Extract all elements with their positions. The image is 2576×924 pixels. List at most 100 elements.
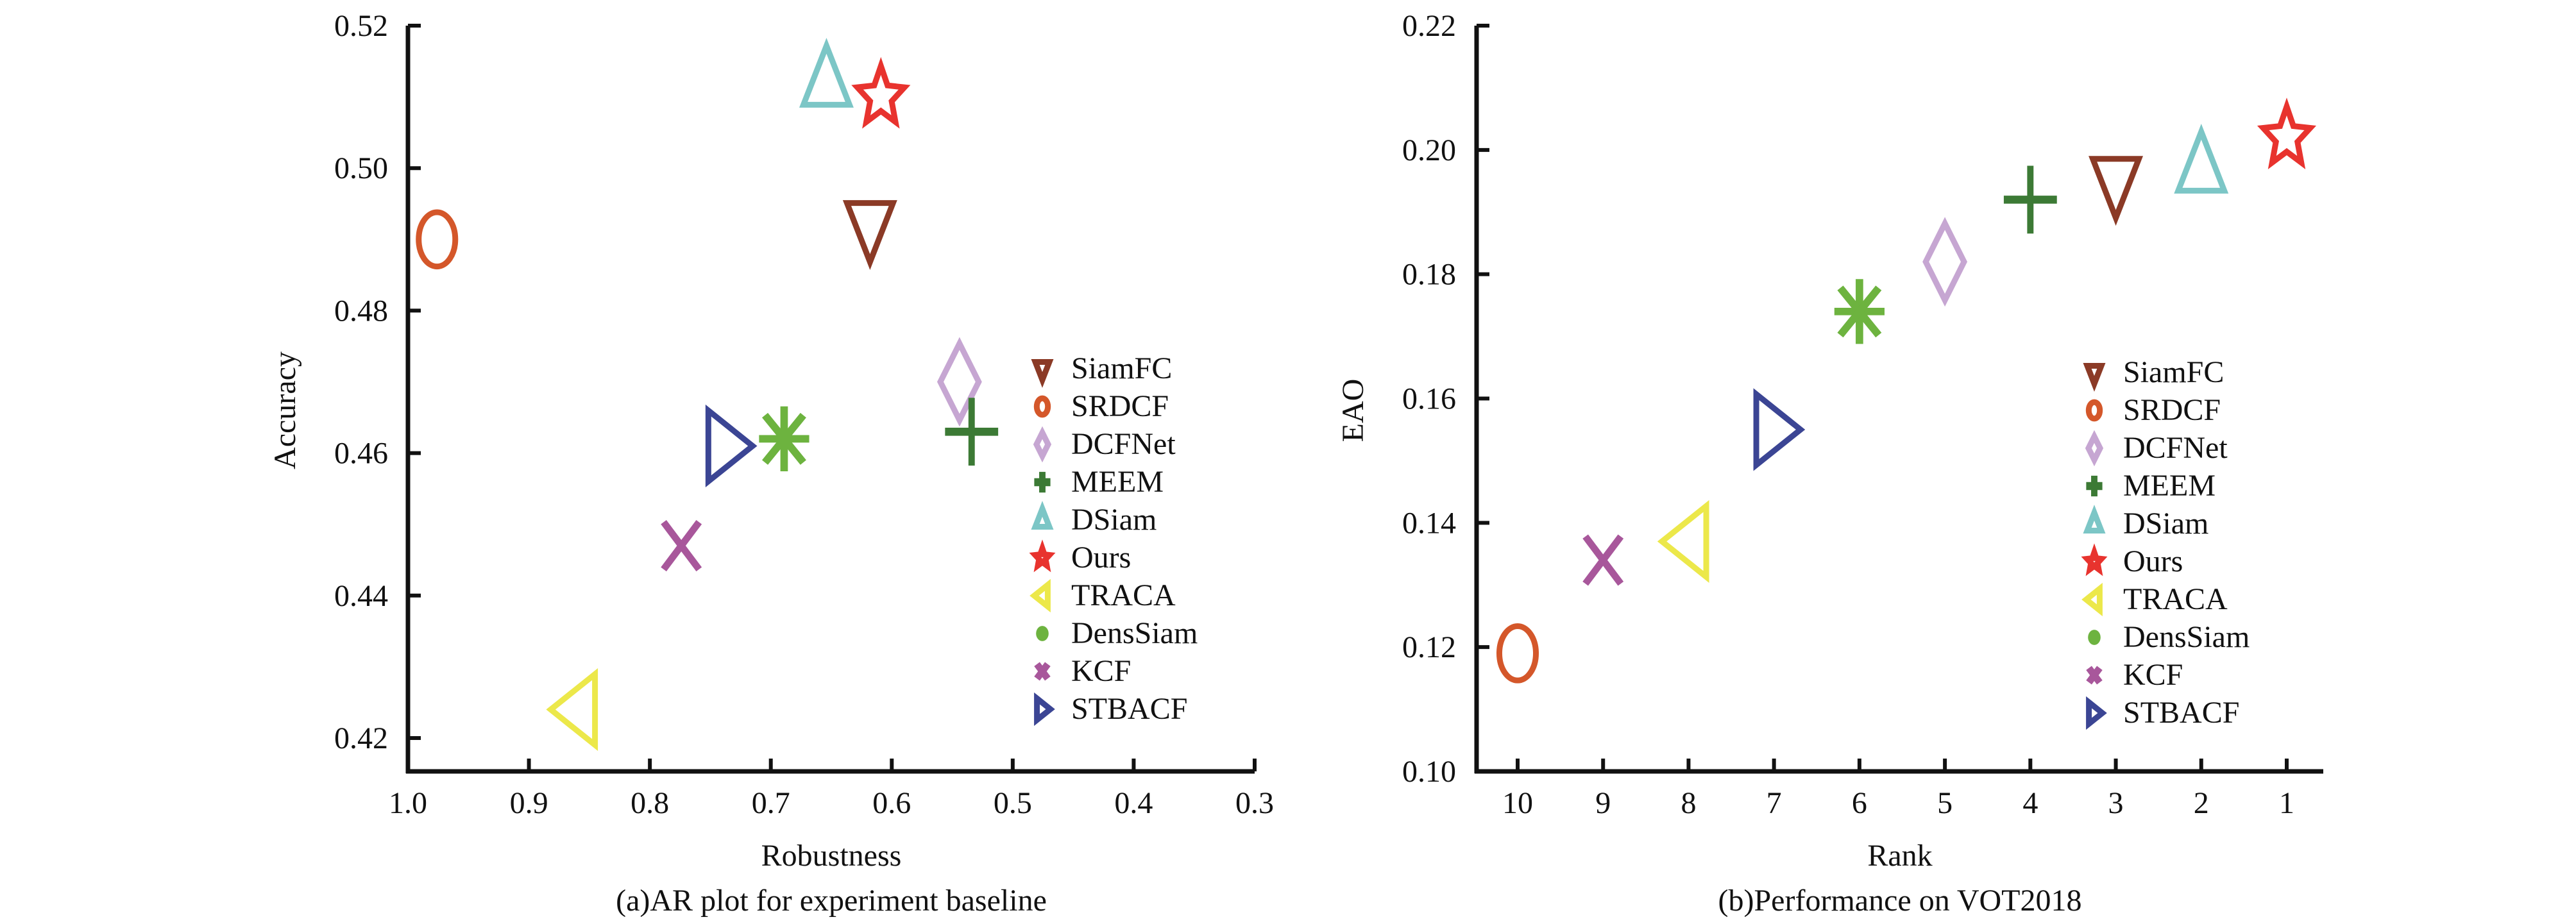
legend-label: DensSiam (2123, 620, 2250, 654)
data-point-dsiam (2174, 124, 2229, 194)
y-tick-label: 0.42 (334, 721, 388, 755)
eao-plot: 0.10 0.12 0.14 0.16 0.18 0.20 0.22 10 9 8 7 6 5 4 3 2 1 E… (1336, 9, 2323, 918)
legend-marker-siamfc-icon (2083, 363, 2106, 392)
ar-plot: 0.42 0.44 0.46 0.48 0.50 0.52 1.0 0.9 0.8 0.7 0.6 0… (268, 9, 1274, 918)
marker-shape (2085, 430, 2104, 467)
legend-item-traca: TRACA (2081, 582, 2228, 617)
eao-plot-points (1496, 97, 2317, 684)
marker-shape (1034, 692, 1055, 727)
marker-shape (1029, 539, 1056, 573)
marker-shape (1582, 534, 1624, 586)
legend-label: TRACA (2123, 582, 2228, 616)
legend-marker-dcfnet-icon (1033, 426, 1052, 463)
legend-label: SiamFC (2123, 355, 2224, 389)
x-tick-label: 2 (2194, 786, 2209, 820)
legend-marker-kcf-icon (2086, 666, 2103, 685)
legend-item-siamfc: SiamFC (1031, 351, 1172, 388)
legend-item-traca: TRACA (1030, 578, 1176, 613)
legend-marker-srdcf-icon (1033, 395, 1051, 418)
y-tick-label: 0.20 (1402, 133, 1456, 167)
legend-label: Ours (1071, 541, 1131, 575)
marker-shape (799, 37, 854, 108)
data-point-meem (945, 398, 999, 466)
marker-shape (1036, 626, 1049, 641)
legend-label: DensSiam (1071, 616, 1198, 650)
legend-marker-meem-icon (1034, 471, 1051, 493)
x-axis-title: Robustness (761, 839, 902, 873)
marker-shape (1657, 500, 1709, 583)
x-tick-label: 0.3 (1235, 786, 1274, 820)
legend-marker-dsiam-icon (1031, 501, 1054, 530)
marker-shape (1753, 388, 1806, 471)
marker-shape (2083, 363, 2106, 392)
legend-label: SRDCF (1071, 389, 1169, 423)
legend-marker-traca-icon (1030, 578, 1051, 613)
legend-marker-meem-icon (2086, 475, 2103, 497)
legend-label: KCF (2123, 658, 2183, 692)
marker-shape (1837, 285, 1882, 338)
legend-item-kcf: KCF (2086, 658, 2183, 692)
ar-plot-points (416, 37, 999, 752)
marker-shape (2257, 97, 2317, 170)
legend-item-meem: MEEM (2086, 469, 2216, 503)
legend-label: STBACF (2123, 696, 2239, 730)
data-point-srdcf (416, 209, 459, 270)
data-point-dsiam (799, 37, 854, 108)
y-tick-label: 0.52 (334, 9, 388, 43)
legend-item-srdcf: SRDCF (1033, 389, 1169, 423)
marker-shape (936, 337, 982, 427)
legend-marker-ours-icon (2081, 543, 2108, 576)
marker-shape (661, 519, 702, 572)
legend-marker-dcfnet-icon (2085, 430, 2104, 467)
legend-marker-stbacf-icon (1034, 692, 1055, 727)
legend-label: DCFNet (2123, 431, 2228, 465)
marker-shape (1922, 217, 1968, 307)
legend-item-ours: Ours (1029, 539, 1131, 575)
legend-item-denssiam: DensSiam (1036, 616, 1198, 650)
y-tick-label: 0.12 (1402, 630, 1456, 664)
legend-marker-ours-icon (1029, 539, 1056, 573)
y-axis-title: Accuracy (268, 351, 302, 469)
marker-shape (416, 209, 459, 270)
legend-item-dsiam: DSiam (1031, 501, 1157, 537)
legend-item-denssiam: DensSiam (2088, 620, 2250, 654)
figure-caption: (b)Performance on VOT2018 (1718, 884, 2082, 918)
marker-shape (1030, 578, 1051, 613)
data-point-meem (2003, 165, 2057, 234)
y-tick-label: 0.44 (334, 579, 388, 613)
marker-shape (842, 200, 897, 270)
data-point-stbacf (1753, 388, 1806, 471)
y-tick-label: 0.22 (1402, 9, 1456, 43)
x-tick-label: 4 (2022, 786, 2038, 820)
marker-shape (705, 404, 758, 488)
y-tick-label: 0.18 (1402, 258, 1456, 292)
y-axis-title: EAO (1336, 379, 1370, 442)
x-tick-label: 0.4 (1114, 786, 1153, 820)
data-point-traca (1657, 500, 1709, 583)
data-point-ours (851, 56, 911, 129)
y-tick-label: 0.50 (334, 151, 388, 185)
y-tick-label: 0.10 (1402, 755, 1456, 789)
marker-shape (1496, 623, 1539, 684)
legend-label: SiamFC (1071, 351, 1172, 385)
marker-shape (2089, 156, 2144, 226)
x-tick-label: 0.5 (994, 786, 1032, 820)
x-tick-label: 10 (1502, 786, 1533, 820)
legend-item-kcf: KCF (1034, 654, 1131, 688)
x-tick-label: 1 (2279, 786, 2294, 820)
data-point-ours (2257, 97, 2317, 170)
x-tick-label: 5 (1937, 786, 1953, 820)
legend-item-dsiam: DSiam (2083, 505, 2208, 541)
y-tick-label: 0.16 (1402, 382, 1456, 416)
legend-marker-siamfc-icon (1031, 359, 1054, 388)
legend-label: DSiam (2123, 507, 2208, 541)
y-tick-label: 0.48 (334, 294, 388, 328)
legend-item-meem: MEEM (1034, 465, 1164, 499)
x-tick-label: 0.6 (872, 786, 911, 820)
data-point-traca (546, 668, 598, 752)
legend-marker-dsiam-icon (2083, 505, 2106, 533)
data-point-dcfnet (1922, 217, 1968, 307)
eao-plot-axes: 0.10 0.12 0.14 0.16 0.18 0.20 0.22 10 9 8 7 6 5 4 3 2 1 (1402, 9, 2323, 820)
